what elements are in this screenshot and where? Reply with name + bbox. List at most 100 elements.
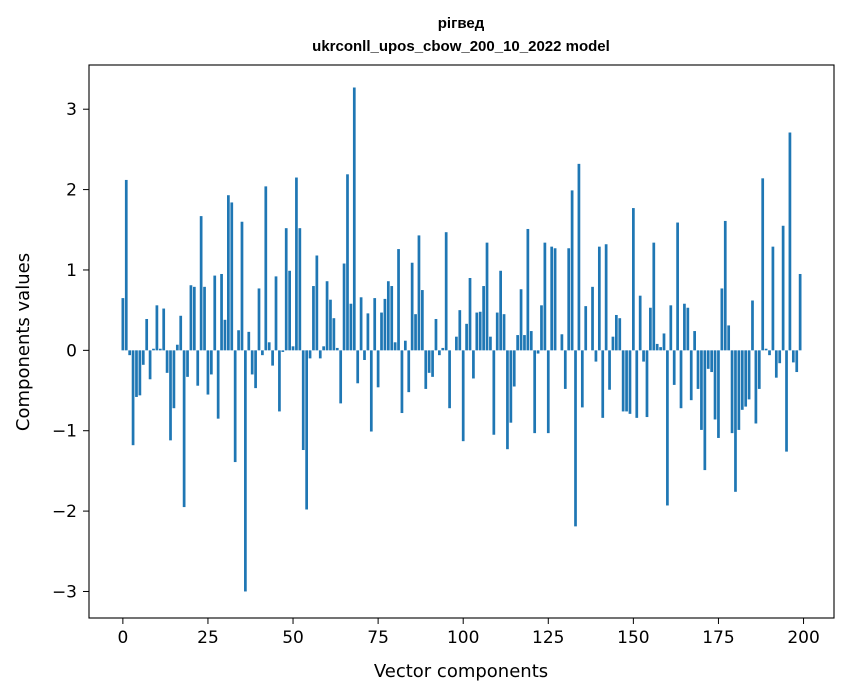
bar — [502, 314, 506, 351]
bar — [679, 350, 683, 409]
bar — [529, 331, 533, 351]
bar — [141, 350, 145, 365]
bar — [553, 248, 557, 351]
bar — [424, 350, 428, 389]
bar — [434, 318, 438, 351]
bar — [427, 350, 431, 373]
bar — [512, 350, 516, 387]
bar — [158, 348, 162, 351]
chart-title-line-1: рігвед — [438, 15, 485, 32]
bar — [649, 307, 652, 351]
bar — [209, 350, 213, 375]
bar — [257, 288, 261, 351]
bar — [795, 350, 799, 373]
bar — [192, 286, 196, 351]
bar — [614, 314, 618, 351]
y-tick-label: 0 — [66, 341, 77, 361]
x-tick-label: 0 — [117, 628, 128, 648]
bar — [329, 299, 332, 351]
x-tick-label: 175 — [702, 628, 734, 648]
bar — [523, 335, 526, 351]
chart-title-line-2: ukrconll_upos_cbow_200_10_2022 model — [312, 38, 610, 55]
y-axis-label: Components values — [13, 253, 34, 431]
bar — [175, 344, 179, 351]
bar — [148, 350, 152, 380]
bar — [322, 346, 326, 351]
bar — [608, 350, 611, 390]
bar — [482, 286, 485, 351]
bar — [686, 307, 690, 351]
bar — [359, 297, 363, 351]
bar — [196, 350, 200, 386]
bar — [312, 286, 315, 351]
bar — [227, 195, 230, 351]
bar — [407, 350, 411, 393]
bar — [754, 350, 758, 424]
bar — [791, 350, 795, 363]
bar-series — [121, 87, 802, 592]
bar — [533, 350, 537, 434]
bar — [186, 350, 189, 377]
bar — [499, 270, 502, 351]
bar — [601, 350, 605, 418]
y-axis-ticks: −3 −2 −1 0 1 2 3 — [52, 100, 89, 602]
bar — [417, 235, 421, 351]
x-tick-label: 100 — [447, 628, 479, 648]
bar — [563, 350, 567, 389]
bar — [662, 333, 666, 351]
bar — [278, 350, 281, 412]
bar — [295, 177, 298, 351]
bar — [421, 290, 424, 351]
bar — [155, 305, 159, 351]
bar — [233, 350, 237, 463]
bar — [332, 318, 336, 351]
bar — [676, 222, 679, 351]
bar — [244, 350, 247, 592]
bar — [288, 270, 291, 351]
bar — [237, 330, 240, 351]
bar — [591, 286, 594, 351]
bar — [632, 208, 635, 351]
bar — [693, 331, 696, 351]
bar — [560, 334, 564, 351]
bar — [380, 312, 383, 351]
bar — [628, 350, 632, 414]
bar — [349, 303, 353, 351]
bar — [798, 273, 802, 351]
bar — [298, 228, 302, 351]
bar — [465, 323, 468, 351]
bar — [346, 174, 349, 351]
bar — [700, 350, 703, 430]
bar — [625, 350, 628, 412]
bar — [645, 350, 649, 418]
bar — [689, 350, 693, 401]
bar — [669, 305, 673, 351]
bar — [441, 347, 445, 351]
bar — [206, 350, 210, 395]
y-tick-label: −2 — [52, 502, 77, 522]
bar — [747, 350, 751, 400]
bar — [223, 319, 227, 351]
bar — [199, 216, 203, 351]
bar — [165, 350, 169, 373]
x-tick-label: 50 — [282, 628, 304, 648]
bar — [369, 350, 373, 432]
y-tick-label: 2 — [66, 181, 77, 201]
bar — [182, 350, 186, 508]
bar — [734, 350, 737, 492]
bar — [291, 346, 295, 351]
bar — [339, 350, 343, 404]
bar — [485, 242, 489, 351]
bar — [574, 350, 577, 527]
bar — [740, 350, 744, 410]
bar — [305, 350, 308, 510]
bar — [771, 246, 775, 351]
bar — [376, 350, 380, 388]
bar — [438, 350, 441, 356]
bar — [335, 347, 339, 351]
bar — [461, 350, 465, 442]
bar — [611, 336, 615, 351]
bar — [152, 348, 155, 351]
bar — [325, 281, 329, 351]
